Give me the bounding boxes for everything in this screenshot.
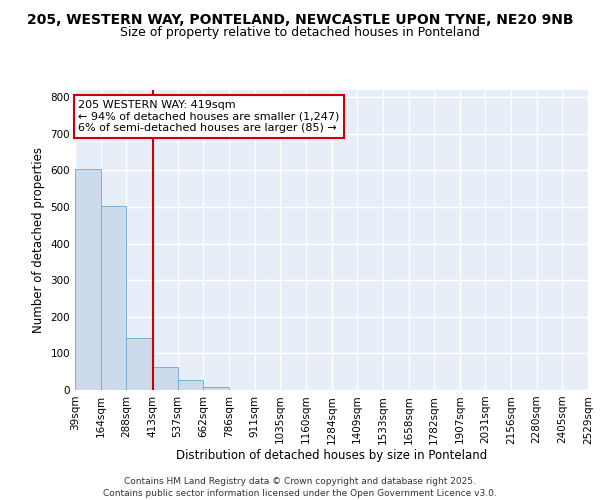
Text: Size of property relative to detached houses in Ponteland: Size of property relative to detached ho… — [120, 26, 480, 39]
Text: 205 WESTERN WAY: 419sqm
← 94% of detached houses are smaller (1,247)
6% of semi-: 205 WESTERN WAY: 419sqm ← 94% of detache… — [78, 100, 340, 133]
Y-axis label: Number of detached properties: Number of detached properties — [32, 147, 45, 333]
Text: 205, WESTERN WAY, PONTELAND, NEWCASTLE UPON TYNE, NE20 9NB: 205, WESTERN WAY, PONTELAND, NEWCASTLE U… — [27, 12, 573, 26]
Bar — [178, 380, 203, 390]
Bar — [101, 206, 127, 390]
Bar — [152, 368, 178, 390]
Bar — [203, 387, 229, 390]
Bar — [75, 169, 101, 390]
Bar — [127, 338, 152, 390]
Text: Contains HM Land Registry data © Crown copyright and database right 2025.
Contai: Contains HM Land Registry data © Crown c… — [103, 476, 497, 498]
X-axis label: Distribution of detached houses by size in Ponteland: Distribution of detached houses by size … — [176, 449, 487, 462]
